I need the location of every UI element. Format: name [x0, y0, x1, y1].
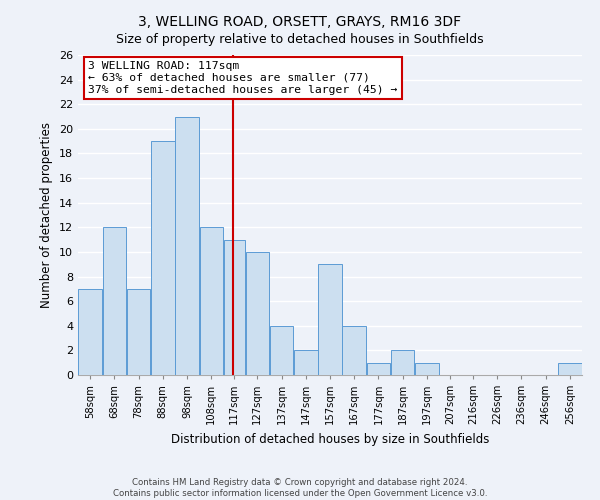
Bar	[294, 350, 317, 375]
Bar	[127, 289, 151, 375]
Bar	[270, 326, 293, 375]
Bar	[151, 141, 175, 375]
Text: 3, WELLING ROAD, ORSETT, GRAYS, RM16 3DF: 3, WELLING ROAD, ORSETT, GRAYS, RM16 3DF	[139, 15, 461, 29]
Y-axis label: Number of detached properties: Number of detached properties	[40, 122, 53, 308]
X-axis label: Distribution of detached houses by size in Southfields: Distribution of detached houses by size …	[171, 432, 489, 446]
Bar	[103, 228, 126, 375]
Bar	[558, 362, 581, 375]
Bar	[79, 289, 102, 375]
Bar	[367, 362, 390, 375]
Text: Contains HM Land Registry data © Crown copyright and database right 2024.
Contai: Contains HM Land Registry data © Crown c…	[113, 478, 487, 498]
Text: 3 WELLING ROAD: 117sqm
← 63% of detached houses are smaller (77)
37% of semi-det: 3 WELLING ROAD: 117sqm ← 63% of detached…	[88, 62, 397, 94]
Bar	[391, 350, 415, 375]
Bar	[343, 326, 366, 375]
Bar	[318, 264, 342, 375]
Bar	[200, 228, 223, 375]
Bar	[175, 116, 199, 375]
Text: Size of property relative to detached houses in Southfields: Size of property relative to detached ho…	[116, 32, 484, 46]
Bar	[415, 362, 439, 375]
Bar	[245, 252, 269, 375]
Bar	[224, 240, 245, 375]
